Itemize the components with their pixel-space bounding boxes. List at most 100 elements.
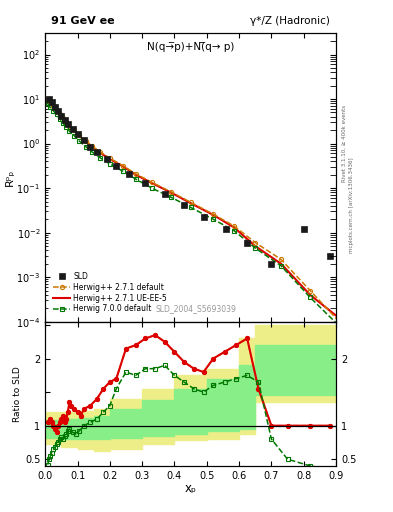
Herwig++ 2.7.1 default	[54, 106, 59, 113]
Herwig 7.0.0 default	[90, 149, 94, 155]
Herwig 7.0.0 default	[337, 323, 342, 329]
SLD	[56, 108, 61, 114]
Line: Herwig++ 2.7.1 UE-EE-5: Herwig++ 2.7.1 UE-EE-5	[48, 101, 339, 318]
Herwig++ 2.7.1 UE-EE-5	[48, 101, 52, 107]
Herwig++ 2.7.1 default	[48, 100, 52, 106]
Herwig++ 2.7.1 default	[64, 119, 68, 125]
Herwig++ 2.7.1 default	[253, 240, 257, 246]
Herwig++ 2.7.1 UE-EE-5	[253, 243, 257, 249]
Herwig 7.0.0 default	[48, 104, 52, 111]
SLD	[70, 126, 75, 132]
SLD	[59, 113, 64, 119]
Herwig++ 2.7.1 UE-EE-5	[46, 98, 50, 104]
Herwig++ 2.7.1 default	[188, 199, 193, 205]
Herwig++ 2.7.1 default	[279, 257, 283, 263]
Herwig++ 2.7.1 UE-EE-5	[211, 212, 216, 218]
SLD	[327, 253, 332, 259]
Herwig++ 2.7.1 UE-EE-5	[51, 103, 56, 110]
Herwig 7.0.0 default	[169, 194, 174, 200]
Herwig++ 2.7.1 UE-EE-5	[188, 200, 193, 206]
Text: mcplots.cern.ch [arXiv:1306.3436]: mcplots.cern.ch [arXiv:1306.3436]	[349, 157, 354, 252]
SLD	[62, 117, 67, 123]
Text: Rivet 3.1.10, ≥ 400k events: Rivet 3.1.10, ≥ 400k events	[342, 105, 346, 182]
Line: SLD: SLD	[46, 96, 332, 267]
Herwig++ 2.7.1 UE-EE-5	[67, 123, 72, 130]
SLD	[127, 170, 132, 177]
Herwig++ 2.7.1 UE-EE-5	[337, 315, 342, 321]
SLD	[143, 180, 148, 186]
Herwig++ 2.7.1 default	[67, 123, 72, 129]
Text: γ*/Z (Hadronic): γ*/Z (Hadronic)	[250, 16, 330, 26]
Herwig 7.0.0 default	[46, 100, 50, 106]
Herwig++ 2.7.1 default	[77, 132, 81, 138]
Herwig 7.0.0 default	[211, 216, 216, 222]
Herwig 7.0.0 default	[232, 228, 237, 234]
Herwig++ 2.7.1 default	[107, 155, 112, 161]
Herwig 7.0.0 default	[188, 204, 193, 210]
Herwig++ 2.7.1 UE-EE-5	[61, 116, 65, 122]
SLD	[88, 144, 93, 150]
Herwig++ 2.7.1 default	[211, 211, 216, 217]
SLD	[162, 190, 167, 197]
Herwig++ 2.7.1 default	[51, 103, 56, 109]
Herwig++ 2.7.1 default	[83, 138, 88, 144]
Herwig 7.0.0 default	[107, 161, 112, 167]
Herwig++ 2.7.1 default	[61, 115, 65, 121]
Herwig++ 2.7.1 UE-EE-5	[120, 163, 125, 169]
Herwig++ 2.7.1 default	[232, 223, 237, 229]
SLD	[82, 137, 86, 143]
Herwig++ 2.7.1 default	[46, 97, 50, 103]
Herwig 7.0.0 default	[64, 124, 68, 130]
Line: Herwig 7.0.0 default: Herwig 7.0.0 default	[46, 101, 342, 328]
Herwig++ 2.7.1 UE-EE-5	[308, 292, 312, 298]
Herwig++ 2.7.1 UE-EE-5	[169, 189, 174, 196]
Herwig++ 2.7.1 default	[149, 179, 154, 185]
SLD	[104, 156, 109, 162]
X-axis label: xₚ: xₚ	[185, 482, 196, 495]
Herwig++ 2.7.1 default	[120, 162, 125, 168]
SLD	[66, 121, 70, 127]
Herwig 7.0.0 default	[253, 245, 257, 251]
Y-axis label: Ratio to SLD: Ratio to SLD	[13, 366, 22, 422]
Herwig 7.0.0 default	[83, 143, 88, 150]
Line: Herwig++ 2.7.1 default: Herwig++ 2.7.1 default	[46, 98, 342, 324]
Herwig 7.0.0 default	[120, 168, 125, 174]
Herwig 7.0.0 default	[98, 155, 103, 161]
SLD	[301, 226, 306, 232]
Herwig 7.0.0 default	[57, 116, 62, 122]
Herwig 7.0.0 default	[54, 112, 59, 118]
Text: 91 GeV ee: 91 GeV ee	[51, 16, 115, 26]
Herwig 7.0.0 default	[308, 294, 312, 301]
Herwig++ 2.7.1 default	[337, 318, 342, 325]
Herwig++ 2.7.1 default	[98, 149, 103, 155]
Herwig++ 2.7.1 UE-EE-5	[149, 180, 154, 186]
Herwig++ 2.7.1 default	[169, 189, 174, 195]
Herwig 7.0.0 default	[77, 138, 81, 144]
Legend: SLD, Herwig++ 2.7.1 default, Herwig++ 2.7.1 UE-EE-5, Herwig 7.0.0 default: SLD, Herwig++ 2.7.1 default, Herwig++ 2.…	[52, 270, 169, 315]
Herwig++ 2.7.1 UE-EE-5	[72, 127, 77, 134]
Herwig 7.0.0 default	[51, 108, 56, 114]
Herwig++ 2.7.1 default	[72, 127, 77, 133]
Herwig++ 2.7.1 UE-EE-5	[107, 156, 112, 162]
Herwig 7.0.0 default	[72, 133, 77, 139]
Herwig++ 2.7.1 UE-EE-5	[77, 133, 81, 139]
Herwig 7.0.0 default	[279, 263, 283, 269]
Herwig 7.0.0 default	[133, 176, 138, 182]
Herwig++ 2.7.1 default	[133, 170, 138, 177]
Herwig++ 2.7.1 default	[57, 111, 62, 117]
SLD	[75, 132, 80, 138]
SLD	[47, 96, 51, 102]
SLD	[182, 202, 187, 208]
Herwig++ 2.7.1 UE-EE-5	[232, 224, 237, 230]
Herwig 7.0.0 default	[149, 185, 154, 191]
Herwig++ 2.7.1 UE-EE-5	[57, 112, 62, 118]
Herwig++ 2.7.1 UE-EE-5	[90, 144, 94, 150]
Herwig++ 2.7.1 UE-EE-5	[133, 172, 138, 178]
Herwig++ 2.7.1 default	[308, 288, 312, 294]
SLD	[95, 149, 99, 155]
Herwig 7.0.0 default	[61, 120, 65, 126]
SLD	[269, 261, 274, 267]
Y-axis label: Rᵖₚ: Rᵖₚ	[5, 169, 15, 186]
SLD	[49, 99, 54, 105]
Herwig 7.0.0 default	[67, 128, 72, 134]
